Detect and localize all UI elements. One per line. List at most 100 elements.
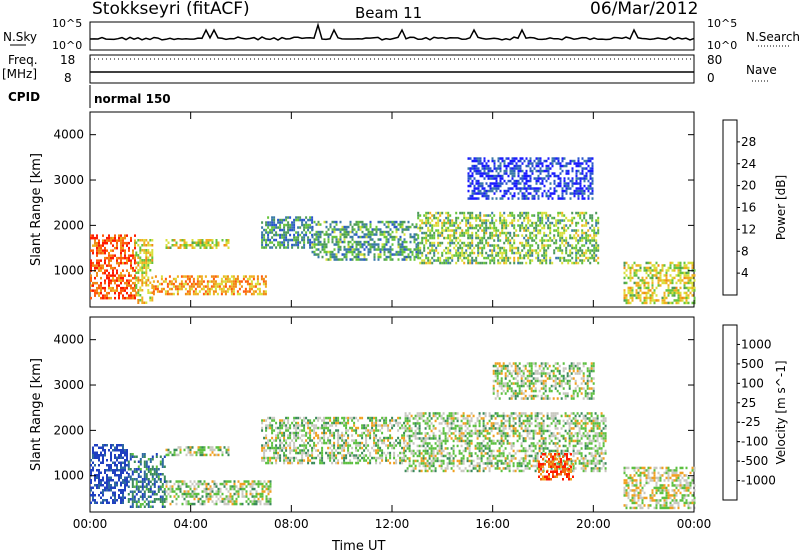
heatmap-cell: [427, 226, 430, 230]
heatmap-cell: [102, 484, 104, 487]
heatmap-cell: [667, 289, 670, 292]
heatmap-cell: [237, 487, 240, 491]
heatmap-cell: [489, 174, 492, 178]
heatmap-cell: [579, 246, 582, 250]
heatmap-cell: [509, 256, 512, 260]
heatmap-cell: [147, 478, 150, 481]
heatmap-cell: [96, 454, 98, 457]
heatmap-cell: [539, 229, 542, 232]
heatmap-cell: [94, 484, 96, 487]
heatmap-cell: [469, 259, 472, 262]
heatmap-cell: [629, 271, 632, 275]
heatmap-cell: [321, 426, 324, 430]
heatmap-cell: [343, 230, 346, 234]
heatmap-cell: [248, 275, 251, 278]
heatmap-cell: [375, 416, 378, 420]
heatmap-cell: [481, 251, 484, 255]
heatmap-cell: [129, 453, 132, 456]
heatmap-cell: [461, 231, 464, 235]
heatmap-cell: [335, 255, 338, 259]
heatmap-cell: [525, 169, 528, 173]
heatmap-cell: [347, 250, 350, 254]
heatmap-cell: [545, 174, 548, 178]
heatmap-cell: [529, 169, 532, 173]
heatmap-cell: [173, 239, 176, 242]
heatmap-cell: [353, 429, 356, 432]
heatmap-cell: [221, 451, 224, 454]
heatmap-cell: [331, 449, 334, 452]
heatmap-cell: [122, 261, 124, 265]
heatmap-cell: [415, 233, 418, 236]
heatmap-cell: [355, 439, 358, 442]
heatmap-cell: [507, 241, 510, 245]
heatmap-cell: [575, 221, 578, 225]
heatmap-cell: [96, 484, 98, 487]
heatmap-cell: [587, 194, 590, 198]
heatmap-cell: [135, 276, 138, 279]
heatmap-cell: [501, 246, 504, 250]
heatmap-cell: [363, 444, 366, 447]
heatmap-cell: [385, 220, 388, 224]
heatmap-cell: [137, 269, 140, 272]
heatmap-cell: [223, 500, 226, 503]
heatmap-cell: [375, 451, 378, 455]
heatmap-cell: [571, 177, 574, 180]
cpid-label: CPID: [8, 90, 40, 104]
heatmap-cell: [369, 454, 372, 457]
heatmap-cell: [445, 236, 448, 240]
heatmap-cell: [547, 169, 550, 173]
heatmap-cell: [315, 434, 318, 437]
heatmap-cell: [263, 228, 266, 232]
heatmap-cell: [507, 256, 510, 260]
heatmap-cell: [145, 239, 148, 242]
heatmap-cell: [329, 253, 332, 256]
heatmap-cell: [479, 246, 482, 250]
heatmap-cell: [277, 221, 280, 224]
heatmap-cell: [133, 470, 136, 473]
heatmap-cell: [112, 256, 114, 260]
heatmap-cell: [533, 189, 536, 193]
heatmap-cell: [535, 182, 538, 185]
heatmap-cell: [367, 444, 370, 447]
heatmap-cell: [337, 434, 340, 437]
heatmap-cell: [199, 482, 202, 486]
heatmap-cell: [503, 194, 506, 198]
heatmap-cell: [491, 182, 494, 185]
heatmap-cell: [529, 231, 532, 235]
heatmap-cell: [160, 290, 163, 293]
heatmap-cell: [281, 233, 284, 237]
heatmap-cell: [325, 245, 328, 249]
heatmap-cell: [171, 244, 174, 247]
heatmap-cell: [331, 454, 334, 457]
heatmap-cell: [431, 256, 434, 260]
heatmap-cell: [102, 476, 104, 479]
heatmap-cell: [275, 246, 278, 249]
heatmap-cell: [177, 495, 180, 498]
heatmap-cell: [361, 426, 364, 430]
heatmap-cell: [385, 235, 388, 239]
heatmap-cell: [96, 261, 98, 265]
heatmap-cell: [273, 451, 276, 455]
heatmap-cell: [92, 449, 94, 452]
heatmap-cell: [425, 256, 428, 260]
heatmap-cell: [361, 258, 364, 261]
heatmap-cell: [377, 255, 380, 259]
heatmap-cell: [573, 261, 576, 265]
heatmap-cell: [289, 434, 292, 437]
heatmap-cell: [197, 500, 200, 503]
heatmap-cell: [407, 248, 410, 251]
heatmap-cell: [587, 159, 590, 163]
heatmap-cell: [180, 285, 183, 288]
heatmap-cell: [122, 491, 124, 494]
heatmap-cell: [451, 241, 454, 245]
heatmap-cell: [261, 241, 264, 244]
heatmap-cell: [585, 234, 588, 237]
heatmap-cell: [481, 261, 484, 265]
heatmap-cell: [96, 251, 98, 255]
heatmap-cell: [228, 285, 231, 288]
heatmap-cell: [271, 429, 274, 432]
heatmap-cell: [141, 269, 144, 272]
heatmap-cell: [149, 299, 152, 302]
heatmap-cell: [106, 239, 108, 242]
heatmap-cell: [525, 189, 528, 193]
